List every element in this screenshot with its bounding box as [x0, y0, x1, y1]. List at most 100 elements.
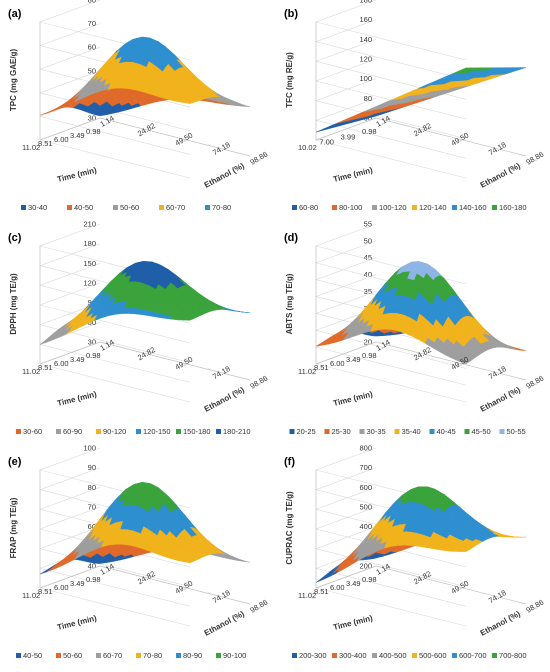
legend-label: 80-100 — [339, 203, 362, 212]
x-axis-title: Time (min) — [56, 165, 98, 184]
legend-label: 160-180 — [499, 203, 527, 212]
z-tick-label: 80 — [88, 483, 96, 492]
chart-panel-6: (f)20030040050060070080011.028.516.003.4… — [284, 444, 545, 661]
z-tick-label: 210 — [83, 220, 96, 229]
legend-swatch — [16, 653, 21, 658]
z-tick-label: 40 — [364, 270, 372, 279]
y-axis-title: Ethanol (%) — [479, 385, 522, 414]
z-tick-label: 80 — [88, 0, 96, 5]
z-tick-label: 40 — [88, 562, 96, 571]
gridline — [38, 117, 191, 179]
legend-swatch — [96, 429, 101, 434]
legend-swatch — [176, 653, 181, 658]
legend-swatch — [176, 429, 181, 434]
z-axis-title: DPPH (mg TE/g) — [9, 273, 18, 335]
legend-swatch — [499, 429, 505, 434]
y-tick-label: 24.82 — [412, 569, 433, 586]
legend-label: 70-80 — [212, 203, 231, 212]
z-tick-label: 50 — [88, 66, 96, 75]
z-tick-label: 120 — [83, 279, 96, 288]
legend-swatch — [96, 653, 101, 658]
legend-swatch — [412, 205, 417, 210]
gridline — [314, 19, 467, 80]
legend-label: 30-40 — [28, 203, 47, 212]
chart-panel-3: (c)30609012015018021011.028.516.003.490.… — [8, 220, 269, 437]
legend-swatch — [492, 653, 497, 658]
legend-swatch — [324, 429, 330, 434]
z-axis-title: TFC (mg RE/g) — [285, 52, 294, 108]
legend-swatch — [216, 429, 221, 434]
y-tick-label: 49.50 — [450, 579, 471, 596]
x-tick-label: 11.02 — [298, 591, 316, 600]
gridline — [314, 117, 467, 179]
legend-label: 60-80 — [299, 203, 318, 212]
legend-label: 60-90 — [63, 427, 82, 436]
x-tick-label: 11.02 — [22, 591, 40, 600]
surface — [39, 36, 251, 117]
surface-patch — [182, 560, 194, 564]
x-tick-label: 11.02 — [298, 367, 316, 376]
legend-swatch — [332, 205, 337, 210]
legend-label: 200-300 — [299, 651, 327, 660]
legend: 200-300 300-400 400-500 500-600 600-700 700-8… — [292, 651, 527, 660]
panel-label: (d) — [284, 232, 298, 244]
legend-label: 50-60 — [120, 203, 139, 212]
chart-panel-2: (b)608010012014016018010.027.003.990.981… — [284, 0, 545, 212]
x-tick-label: 6.00 — [54, 583, 69, 592]
floor-axis — [315, 117, 527, 157]
legend: 60-80 80-100 100-120 120-140 140-160 160-180 — [292, 203, 527, 212]
legend-swatch — [289, 429, 295, 434]
y-tick-label: 98.86 — [525, 150, 546, 167]
legend-label: 120-140 — [419, 203, 447, 212]
legend-label: 50-60 — [63, 651, 82, 660]
z-tick-label: 50 — [364, 236, 372, 245]
surface-patch — [182, 318, 193, 321]
surface-patch — [182, 101, 193, 104]
x-tick-label: 11.02 — [22, 143, 40, 152]
chart-panel-4: (d)202530354045505511.028.516.003.490.98… — [284, 220, 545, 437]
x-tick-label: 6.00 — [330, 583, 345, 592]
z-tick-label: 600 — [359, 483, 372, 492]
y-tick-label: 24.82 — [412, 345, 433, 362]
z-tick-label: 30 — [88, 114, 96, 123]
legend-label: 70-80 — [143, 651, 162, 660]
gridline — [314, 546, 467, 607]
y-axis-title: Ethanol (%) — [479, 609, 522, 638]
floor-axis — [315, 341, 527, 381]
z-axis-title: FRAP (mg TE/g) — [9, 497, 18, 558]
y-tick-label: 98.86 — [525, 374, 546, 391]
legend-swatch — [292, 205, 297, 210]
y-axis-title: Ethanol (%) — [203, 385, 246, 414]
legend-label: 180-210 — [223, 427, 251, 436]
y-tick-label: 98.86 — [249, 374, 270, 391]
x-tick-label: 7.00 — [319, 138, 334, 147]
legend-label: 90-120 — [103, 427, 126, 436]
surface — [315, 261, 527, 365]
legend-label: 40-50 — [74, 203, 93, 212]
y-tick-label: 74.18 — [211, 588, 232, 605]
z-tick-label: 70 — [88, 19, 96, 28]
z-tick-label: 30 — [88, 338, 96, 347]
panel-label: (c) — [8, 232, 22, 244]
legend-swatch — [159, 205, 164, 210]
y-tick-label: 24.82 — [136, 121, 157, 138]
legend-label: 60-70 — [103, 651, 122, 660]
legend-swatch — [21, 205, 26, 210]
surface — [315, 67, 527, 133]
surface-patch — [39, 569, 50, 575]
x-tick-label: 6.00 — [54, 135, 69, 144]
legend: 30-40 40-50 50-60 60-70 70-80 — [21, 203, 231, 212]
legend-label: 90-100 — [223, 651, 246, 660]
surface — [315, 486, 527, 583]
y-tick-label: 49.50 — [174, 579, 195, 596]
legend-label: 45-50 — [472, 427, 491, 436]
legend-swatch — [359, 429, 365, 434]
y-tick-label: 49.50 — [450, 131, 471, 148]
legend-swatch — [67, 205, 72, 210]
z-tick-label: 90 — [88, 463, 96, 472]
legend-label: 300-400 — [339, 651, 367, 660]
legend-label: 120-150 — [143, 427, 171, 436]
z-tick-label: 180 — [83, 239, 96, 248]
legend-label: 30-60 — [23, 427, 42, 436]
legend-swatch — [205, 205, 210, 210]
